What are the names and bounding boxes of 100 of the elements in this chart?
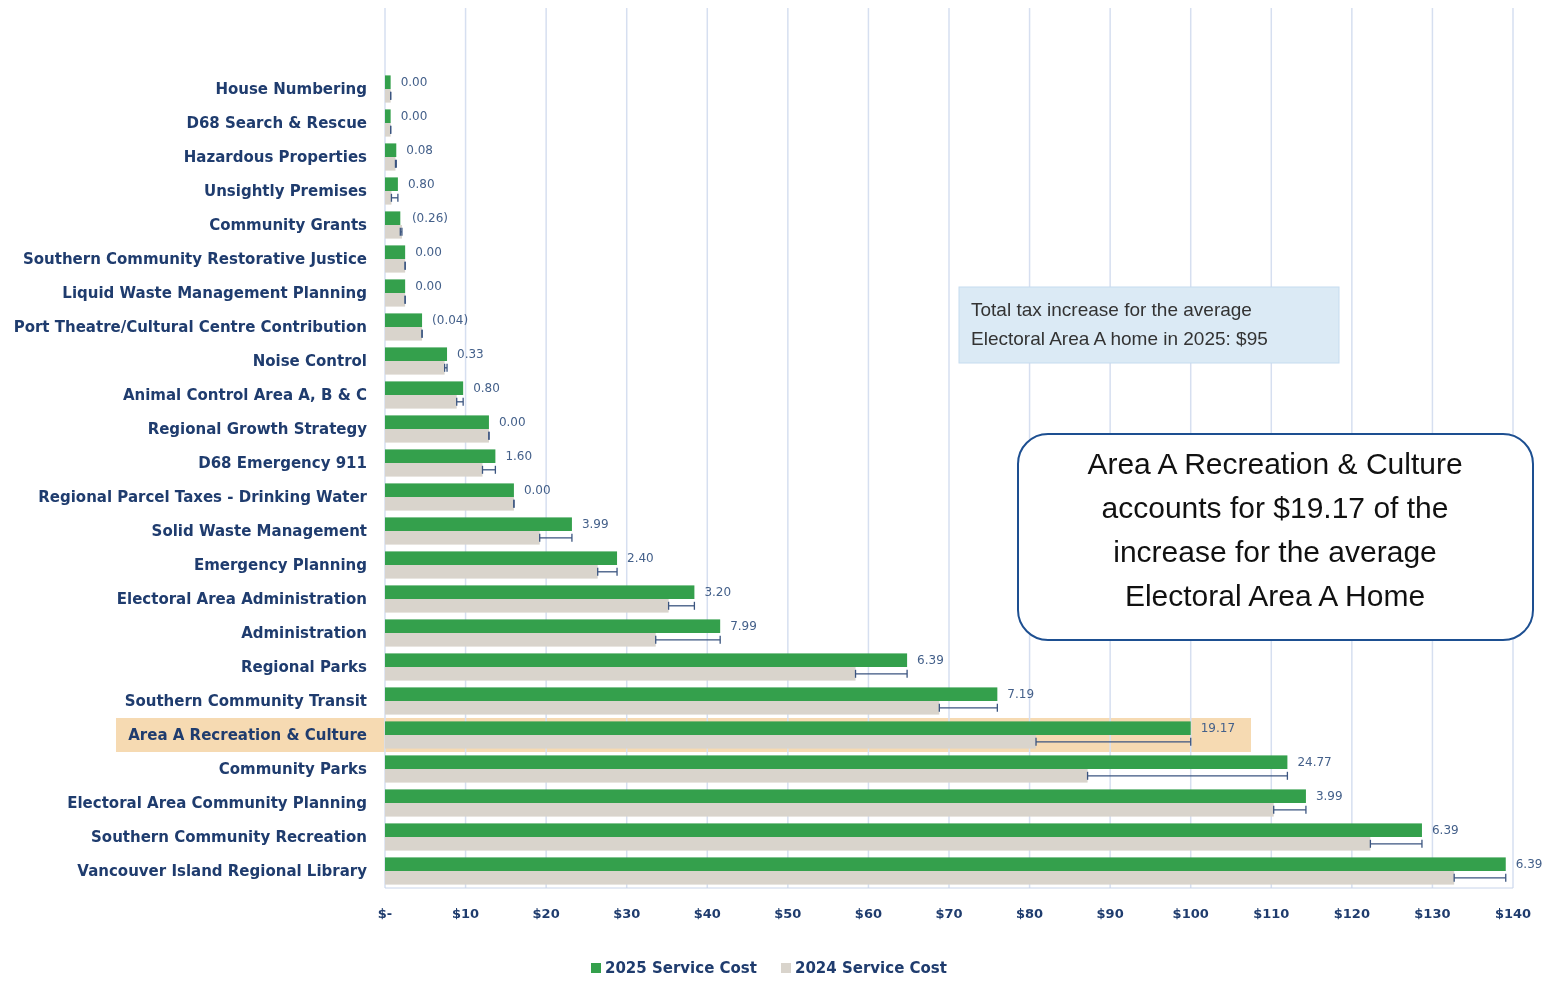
annotation: 0.08 [406, 143, 433, 158]
x-tick-label: $40 [693, 906, 721, 921]
bar [385, 75, 391, 89]
bar [385, 279, 406, 293]
x-tick-label: $80 [1016, 906, 1044, 921]
bar [385, 483, 514, 497]
bar [385, 667, 856, 681]
bar [385, 857, 1506, 871]
bar [385, 123, 391, 137]
bar [385, 361, 445, 375]
annotation: 6.39 [1431, 823, 1459, 838]
bar [385, 211, 401, 225]
x-tick-label: $140 [1494, 906, 1532, 921]
bar [385, 225, 402, 239]
annotation: 1.60 [505, 449, 533, 464]
y-tick-label: Southern Community Transit [124, 692, 367, 710]
bar [385, 633, 656, 647]
bar [385, 653, 908, 667]
y-tick-label: Area A Recreation & Culture [128, 726, 367, 744]
y-tick-label: Solid Waste Management [151, 522, 367, 540]
bar [385, 463, 483, 477]
bar [385, 157, 396, 171]
bar [385, 347, 448, 361]
y-tick-label: Hazardous Properties [183, 148, 368, 166]
bar [385, 429, 489, 443]
y-tick-label: Electoral Area Administration [116, 590, 367, 608]
bar [385, 721, 1191, 735]
bar [385, 769, 1088, 783]
y-tick-label: Vancouver Island Regional Library [77, 862, 368, 880]
y-tick-label: Community Grants [209, 216, 368, 234]
bar [385, 585, 695, 599]
x-tick-label: $10 [452, 906, 480, 921]
bar [385, 177, 398, 191]
annotation: 0.33 [457, 347, 484, 362]
annotation: Total tax increase for the average Electoral Area A home in 2025: $95 [971, 299, 1268, 349]
bar [385, 381, 464, 395]
bar [385, 803, 1274, 817]
bar [385, 327, 423, 341]
bar [385, 789, 1306, 803]
y-tick-label: Liquid Waste Management Planning [62, 284, 367, 302]
annotation: 6.39 [917, 653, 944, 668]
legend-label: 2025 Service Cost [605, 959, 757, 977]
bar [385, 109, 391, 123]
bar [385, 531, 540, 545]
x-tick-label: $50 [774, 906, 802, 921]
annotation: 0.00 [400, 75, 428, 90]
annotation: 0.00 [415, 279, 442, 294]
bar [385, 143, 397, 157]
x-tick-label: $100 [1172, 906, 1209, 921]
y-tick-label: D68 Search & Rescue [186, 114, 367, 132]
bar [385, 259, 406, 273]
bar [385, 517, 572, 531]
bar [385, 755, 1288, 769]
y-tick-label: Animal Control Area A, B & C [122, 386, 367, 404]
y-tick-label: D68 Emergency 911 [198, 454, 367, 472]
x-tick-label: $90 [1096, 906, 1124, 921]
annotation: Area A Recreation & Culture accounts for $19.17 of the increase for the average Electoral Area A Home [1087, 447, 1463, 612]
bar [385, 735, 1037, 749]
x-tick-label: $- [377, 906, 393, 921]
x-tick-label: $30 [613, 906, 641, 921]
y-tick-label: Southern Community Restorative Justice [22, 250, 367, 268]
annotation: (0.04) [432, 313, 469, 328]
bar [385, 871, 1455, 885]
x-tick-label: $110 [1253, 906, 1290, 921]
x-tick-label: $120 [1333, 906, 1370, 921]
annotation: 6.39 [1515, 857, 1543, 872]
x-tick-label: $70 [935, 906, 963, 921]
x-tick-label: $20 [532, 906, 560, 921]
annotation: 0.80 [473, 381, 500, 396]
bar [385, 619, 721, 633]
legend-label: 2024 Service Cost [795, 959, 947, 977]
bar [385, 551, 618, 565]
bar [385, 313, 423, 327]
bar [385, 687, 998, 701]
bar [385, 415, 489, 429]
bar [385, 191, 392, 205]
y-tick-label: Administration [241, 624, 367, 642]
annotation: 7.99 [730, 619, 757, 634]
annotation: 0.00 [400, 109, 428, 124]
bar [385, 89, 391, 103]
annotation: 3.99 [581, 517, 609, 532]
y-tick-label: Port Theatre/Cultural Centre Contribution [13, 318, 367, 336]
annotation: 0.00 [523, 483, 551, 498]
y-tick-label: Unsightly Premises [203, 182, 368, 200]
annotation: 19.17 [1200, 721, 1236, 736]
y-tick-label: Emergency Planning [193, 556, 367, 574]
x-tick-label: $130 [1414, 906, 1451, 921]
x-tick-label: $60 [854, 906, 882, 921]
bar [385, 497, 514, 511]
y-tick-label: Electoral Area Community Planning [67, 794, 367, 812]
y-tick-label: Regional Growth Strategy [147, 420, 368, 438]
y-tick-label: House Numbering [215, 80, 367, 98]
annotation: 0.00 [415, 245, 442, 260]
annotation: 7.19 [1007, 687, 1035, 702]
annotation: (0.26) [411, 211, 449, 226]
callout-box: Area A Recreation & Culture accounts for $19.17 of the increase for the average Electoral Area A Home [1017, 433, 1534, 641]
annotation: 0.80 [407, 177, 435, 192]
y-tick-label: Southern Community Recreation [91, 828, 367, 846]
bar [385, 837, 1371, 851]
y-tick-label: Noise Control [252, 352, 367, 370]
